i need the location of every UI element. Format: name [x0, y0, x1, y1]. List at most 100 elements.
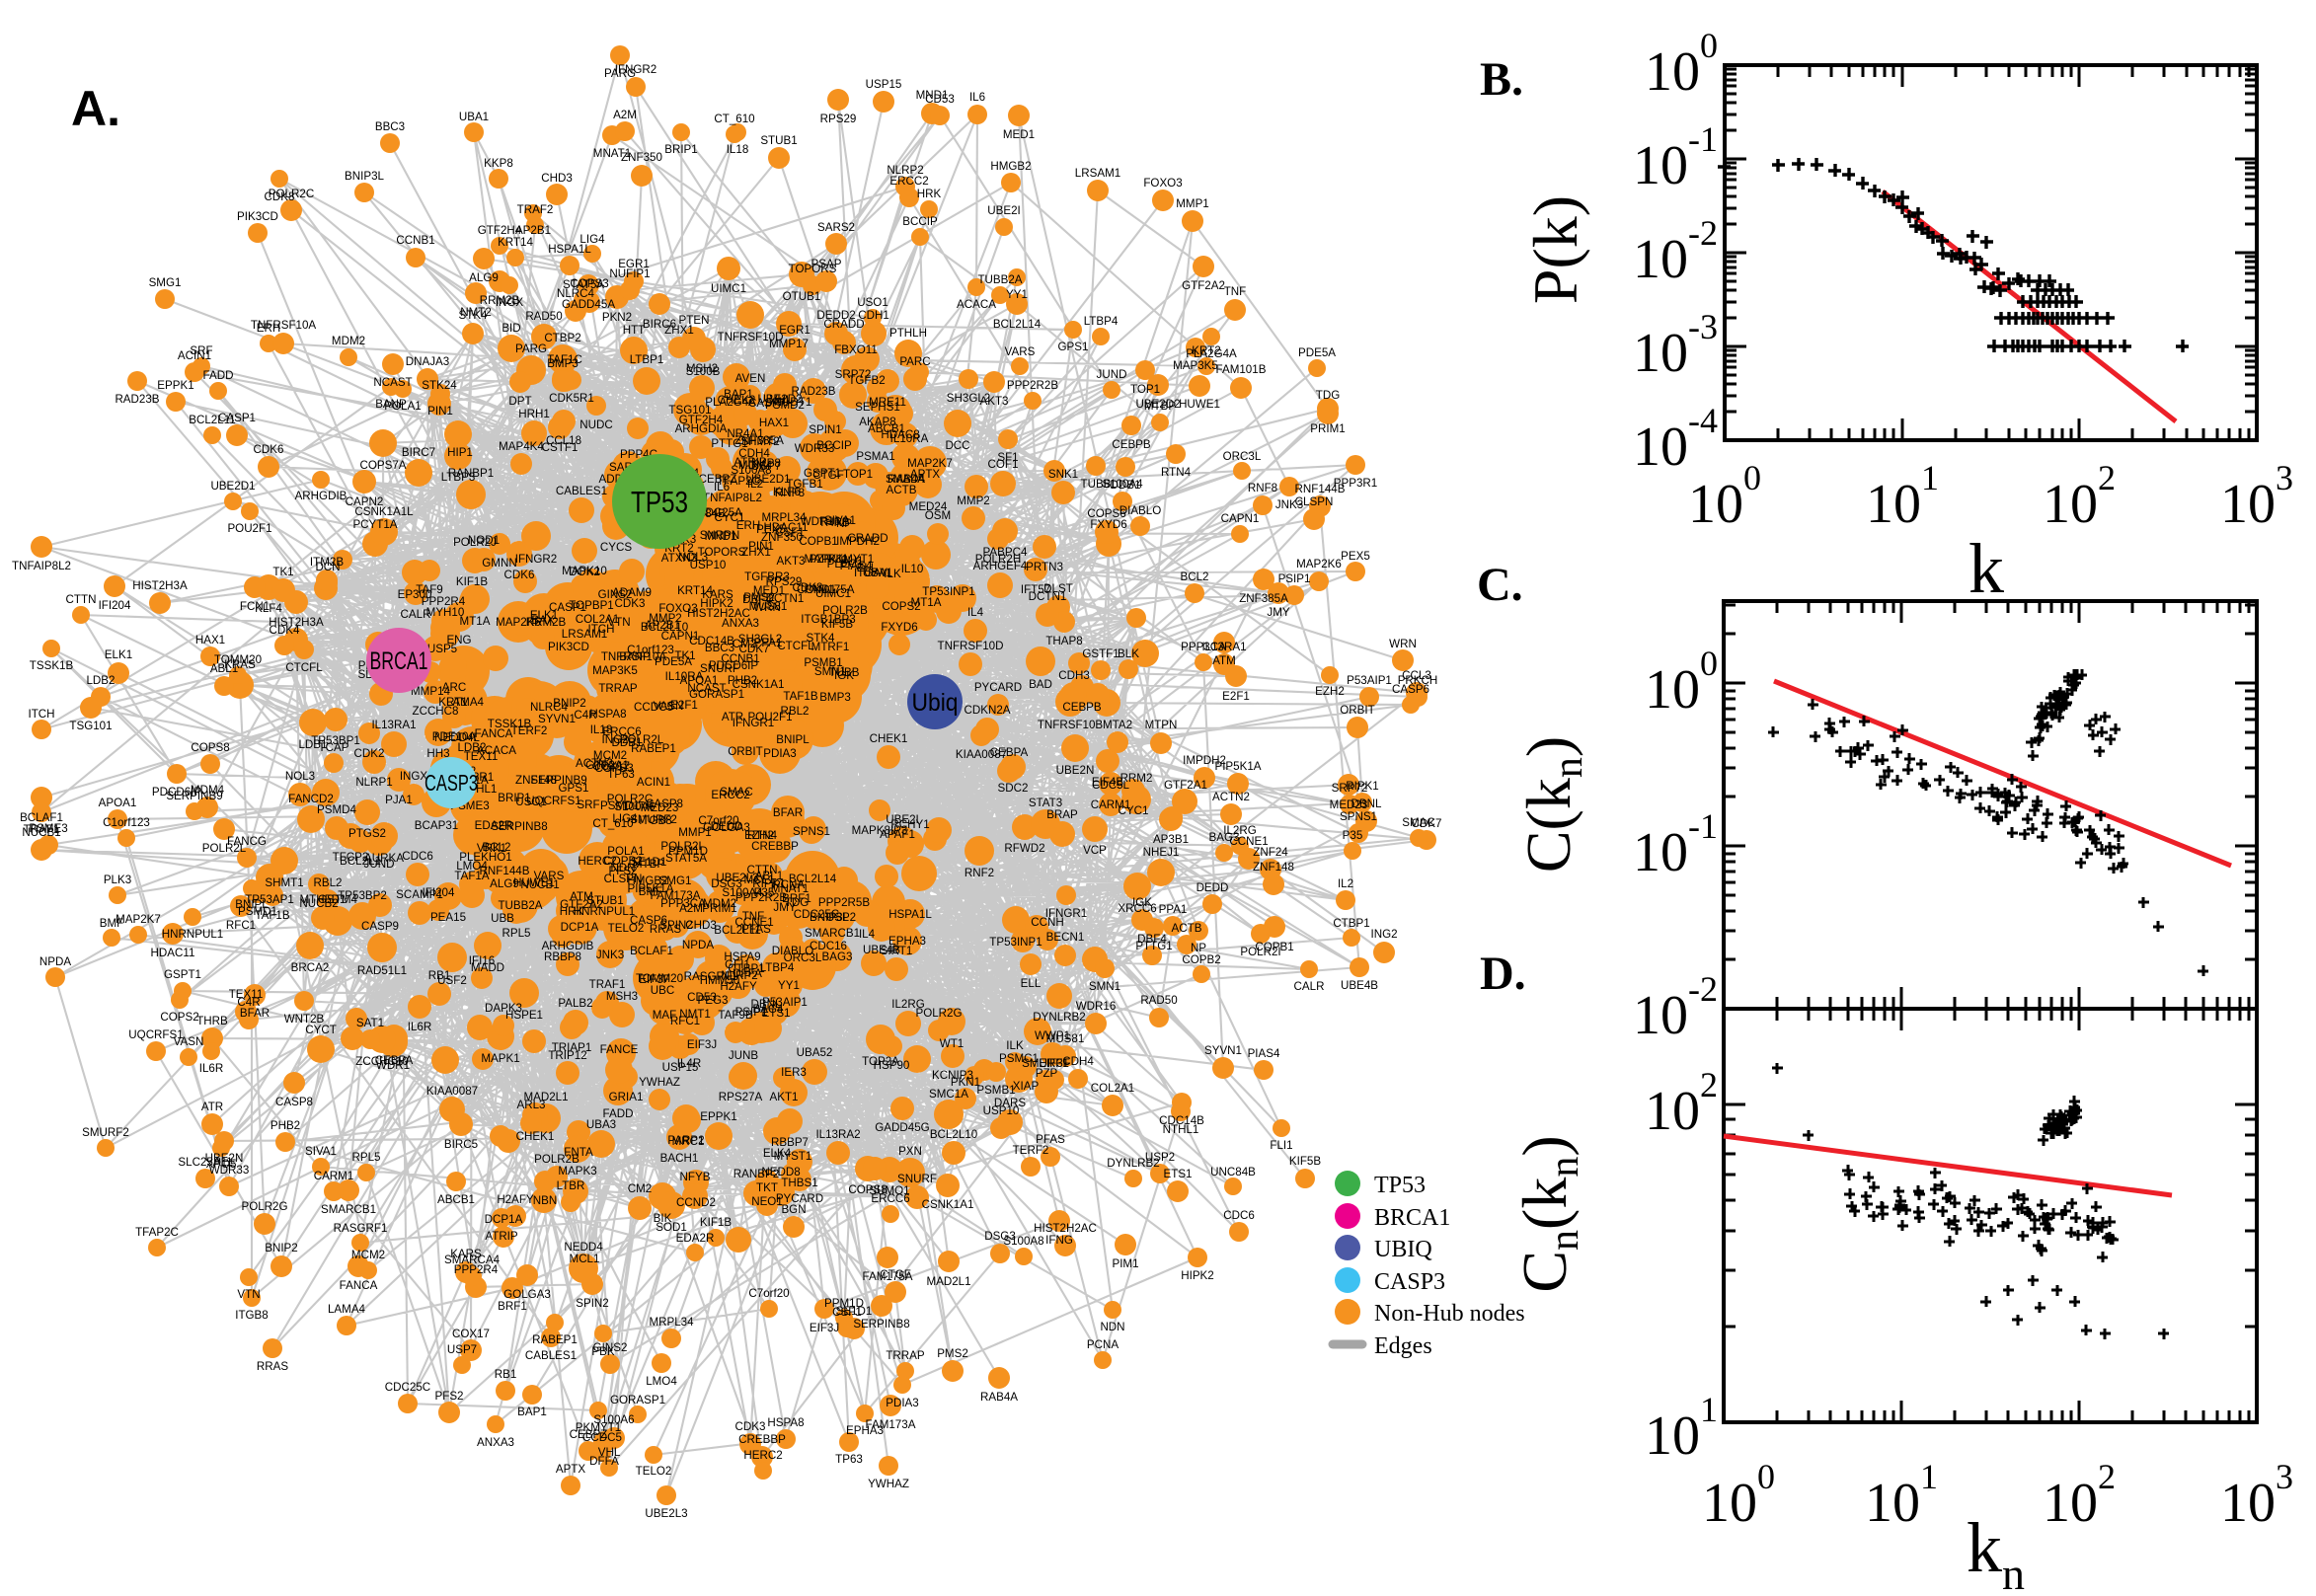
svg-text:GOLGA3: GOLGA3: [703, 821, 750, 834]
svg-text:COPS2: COPS2: [160, 1011, 198, 1024]
svg-text:HTT: HTT: [623, 324, 646, 337]
svg-text:PSAP: PSAP: [811, 258, 842, 270]
svg-text:10: 10: [1645, 41, 1700, 103]
svg-text:USP10: USP10: [983, 1104, 1020, 1117]
svg-text:CASP1: CASP1: [549, 601, 586, 614]
svg-text:JMY: JMY: [1267, 606, 1289, 619]
svg-text:PARC: PARC: [899, 355, 930, 368]
svg-text:AKT1: AKT1: [770, 1091, 799, 1103]
svg-text:ING2: ING2: [601, 733, 628, 746]
svg-text:BCAP31: BCAP31: [415, 819, 458, 832]
svg-text:THAP8: THAP8: [1045, 635, 1082, 647]
svg-text:SNRPN: SNRPN: [700, 529, 740, 542]
svg-text:UBA52: UBA52: [797, 1046, 833, 1059]
svg-text:CAPN2: CAPN2: [346, 495, 384, 508]
svg-text:USP10: USP10: [690, 559, 727, 571]
svg-text:ARHGDIA: ARHGDIA: [675, 422, 728, 435]
svg-text:ORBIT: ORBIT: [728, 745, 762, 758]
svg-text:PRTN3: PRTN3: [1026, 561, 1063, 573]
svg-text:BMP3: BMP3: [547, 357, 579, 370]
svg-text:DEDD: DEDD: [711, 820, 743, 833]
svg-text:BLK: BLK: [1118, 647, 1139, 660]
svg-text:UBE2L3: UBE2L3: [716, 872, 758, 884]
svg-text:ERCC6: ERCC6: [871, 1192, 909, 1205]
svg-text:CREBBP: CREBBP: [751, 840, 799, 853]
svg-text:WT1: WT1: [940, 1037, 964, 1050]
svg-text:BRCA1: BRCA1: [370, 647, 428, 675]
svg-text:Edges: Edges: [1374, 1333, 1432, 1359]
svg-text:E2F1: E2F1: [670, 699, 698, 712]
svg-text:BMP3: BMP3: [819, 691, 851, 704]
svg-text:PCNA: PCNA: [1087, 1338, 1119, 1351]
svg-text:S100A6: S100A6: [614, 800, 655, 813]
svg-text:1: 1: [1921, 458, 1939, 497]
svg-text:DCTN1: DCTN1: [766, 592, 805, 605]
svg-text:NLRC4: NLRC4: [530, 701, 569, 714]
svg-text:EZH2: EZH2: [744, 829, 774, 842]
svg-text:KIAA0087: KIAA0087: [426, 1085, 478, 1098]
svg-text:IFI16: IFI16: [469, 954, 495, 967]
svg-text:APOA1: APOA1: [680, 674, 719, 687]
svg-text:ELK1: ELK1: [105, 648, 132, 661]
svg-text:ZNF350: ZNF350: [621, 151, 662, 164]
svg-text:FADD: FADD: [203, 369, 234, 382]
svg-text:RPL5: RPL5: [351, 1151, 380, 1164]
svg-text:VASN: VASN: [654, 700, 684, 713]
svg-text:USP7: USP7: [447, 1343, 477, 1356]
svg-text:RFWD2: RFWD2: [1004, 842, 1044, 855]
svg-text:MTBP: MTBP: [633, 858, 664, 871]
svg-text:BCL2L10: BCL2L10: [641, 621, 688, 634]
svg-text:CHD3: CHD3: [685, 919, 717, 932]
svg-text:ABCB1: ABCB1: [437, 1193, 475, 1206]
svg-text:-3: -3: [1688, 307, 1718, 346]
svg-text:EZH2: EZH2: [1315, 685, 1345, 698]
svg-text:UNC84B: UNC84B: [1210, 1166, 1256, 1178]
svg-text:POLR2L: POLR2L: [620, 733, 664, 746]
svg-text:SMURF2: SMURF2: [630, 813, 677, 826]
svg-text:PALB2: PALB2: [558, 997, 592, 1010]
svg-text:ARC: ARC: [442, 681, 466, 694]
svg-text:ORBIT: ORBIT: [1340, 704, 1374, 717]
svg-text:WDR16: WDR16: [801, 515, 841, 528]
svg-text:ZNF148: ZNF148: [1253, 861, 1294, 874]
svg-text:S100A4: S100A4: [1102, 478, 1143, 491]
svg-text:NDN: NDN: [1100, 1321, 1124, 1333]
svg-text:IL2RG: IL2RG: [1223, 824, 1257, 837]
svg-text:PLEC1: PLEC1: [827, 558, 864, 570]
svg-text:VARS: VARS: [534, 870, 565, 882]
svg-text:IL4R: IL4R: [677, 1057, 702, 1070]
svg-text:WRN: WRN: [753, 601, 781, 614]
svg-text:MRC1: MRC1: [672, 1135, 705, 1148]
svg-text:IFNG: IFNG: [1045, 1234, 1073, 1247]
svg-text:RPL5: RPL5: [502, 927, 530, 940]
svg-text:THRB: THRB: [818, 516, 850, 529]
svg-text:MAPK8IP3: MAPK8IP3: [852, 824, 908, 837]
svg-text:CDC6: CDC6: [402, 850, 433, 863]
svg-text:ATR: ATR: [201, 1101, 223, 1113]
svg-text:PIAS4: PIAS4: [840, 560, 873, 572]
svg-text:KRT14: KRT14: [677, 584, 713, 597]
svg-text:AVEN: AVEN: [735, 372, 766, 385]
svg-text:NP: NP: [836, 517, 852, 530]
svg-text:COL2A1: COL2A1: [576, 613, 619, 626]
svg-text:CTBP2: CTBP2: [544, 332, 580, 344]
svg-text:PSIP1: PSIP1: [1278, 572, 1311, 585]
svg-text:JUND: JUND: [1097, 368, 1127, 381]
svg-text:MAP2K6: MAP2K6: [1296, 558, 1342, 570]
svg-text:KLF6: KLF6: [773, 486, 801, 498]
svg-text:KARS: KARS: [702, 588, 733, 601]
svg-text:ATR: ATR: [722, 711, 743, 723]
svg-text:TP53INP1: TP53INP1: [989, 936, 1042, 949]
svg-text:MAP3K5: MAP3K5: [1173, 359, 1218, 372]
svg-text:-1: -1: [1688, 119, 1718, 159]
svg-text:KRT14: KRT14: [498, 236, 533, 249]
svg-text:SRF: SRF: [577, 798, 599, 811]
svg-text:CHEK1: CHEK1: [516, 1130, 555, 1143]
svg-text:TK1: TK1: [674, 649, 695, 662]
svg-text:SPIN2: SPIN2: [576, 1297, 609, 1310]
svg-text:TERF2: TERF2: [511, 724, 548, 737]
svg-text:GTF2A1: GTF2A1: [1164, 779, 1207, 792]
svg-text:CABLES1: CABLES1: [525, 1349, 577, 1362]
svg-text:-4: -4: [1688, 401, 1718, 440]
svg-text:CCL18: CCL18: [546, 434, 581, 447]
